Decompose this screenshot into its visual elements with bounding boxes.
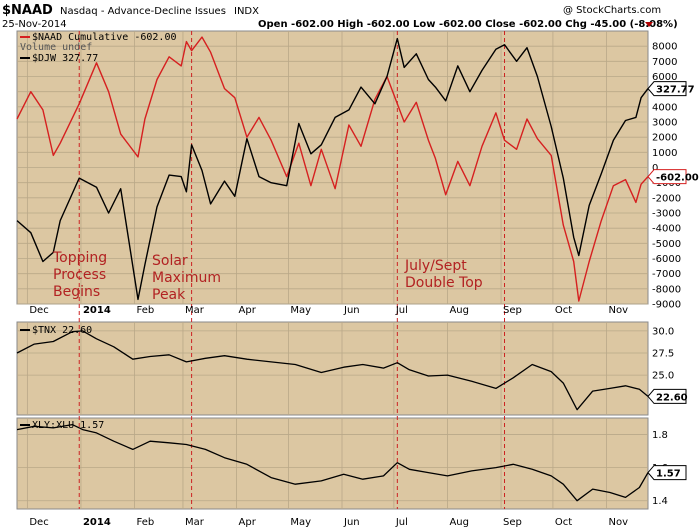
xtick-0-6: Jun: [343, 305, 360, 316]
ytick-mid-2: 25.0: [652, 371, 674, 382]
ytick-main-12: -4000: [652, 224, 681, 235]
last-naad-tag-box: [647, 169, 687, 185]
xtick-1-10: Oct: [555, 517, 572, 528]
last-tnx-tag-text: 22.60: [656, 392, 688, 403]
ytick-main-15: -7000: [652, 269, 681, 280]
xtick-1-11: Nov: [609, 517, 629, 528]
series-naad-line: [16, 36, 649, 302]
symbol-title: $NAAD: [2, 3, 53, 18]
xtick-0-2: Feb: [137, 305, 155, 316]
legend-djw: $DJW 327.77: [32, 53, 98, 64]
xtick-0-5: May: [290, 305, 311, 316]
ytick-main-11: -3000: [652, 209, 681, 220]
watermark: @ StockCharts.com: [563, 5, 661, 16]
ytick-main-13: -5000: [652, 239, 681, 250]
ytick-main-7: 1000: [652, 148, 677, 159]
xtick-1-7: Jul: [395, 517, 408, 528]
ytick-bot-2: 1.4: [652, 496, 668, 507]
ytick-main-0: 8000: [652, 42, 677, 53]
ytick-main-4: 4000: [652, 102, 677, 113]
annotation-topping-line3: Begins: [53, 284, 100, 300]
ytick-main-17: -9000: [652, 300, 681, 311]
ohlc-readout: Open -602.00 High -602.00 Low -602.00 Cl…: [258, 19, 678, 30]
last-tnx-tag: 22.60: [647, 388, 688, 404]
ytick-main-6: 2000: [652, 133, 677, 144]
xtick-1-4: Apr: [239, 517, 257, 528]
middle-legend: $TNX 22.60: [20, 325, 92, 336]
ytick-main-16: -8000: [652, 284, 681, 295]
legend-xly: XLY:XLU 1.57: [32, 420, 104, 431]
annotation-solar-line2: Maximum: [152, 270, 221, 286]
ytick-main-8: 0: [652, 163, 658, 174]
xtick-0-8: Aug: [449, 305, 469, 316]
last-djw-tag-box: [647, 81, 687, 97]
legend-tnx: $TNX 22.60: [32, 325, 92, 336]
ytick-main-1: 7000: [652, 57, 677, 68]
annotation-solar-line1: Solar: [152, 253, 188, 269]
xtick-0-10: Oct: [555, 305, 572, 316]
xtick-1-3: Mar: [185, 517, 205, 528]
xtick-1-0: Dec: [29, 517, 48, 528]
annotation-double-top-line2: Double Top: [405, 275, 483, 291]
last-djw-tag-text: 327.77: [656, 85, 695, 96]
series-djw-line: [16, 37, 649, 301]
annotation-double-top: July/Sept Double Top: [404, 258, 483, 291]
xtick-1-9: Sep: [503, 517, 522, 528]
date-label: 25-Nov-2014: [2, 19, 67, 30]
grid-lines: [17, 31, 648, 509]
main-legend: $NAAD Cumulative -602.00 Volume undef $D…: [20, 32, 177, 64]
xtick-0-7: Jul: [395, 305, 408, 316]
last-naad-tag-text: -602.00: [656, 173, 699, 184]
ytick-main-14: -6000: [652, 254, 681, 265]
xtick-1-2: Feb: [137, 517, 155, 528]
series-lines: [16, 36, 649, 502]
xtick-0-4: Apr: [239, 305, 257, 316]
y-axis-labels: 800070006000500040003000200010000-1000-2…: [647, 42, 699, 507]
ytick-bot-0: 1.8: [652, 430, 668, 441]
series-xly-xlu-line: [16, 423, 649, 502]
legend-volume: Volume undef: [20, 42, 92, 53]
vertical-markers: [78, 31, 506, 509]
xtick-0-11: Nov: [609, 305, 629, 316]
last-naad-tag: -602.00: [647, 169, 699, 185]
ytick-main-2: 6000: [652, 72, 677, 83]
bottom-legend: XLY:XLU 1.57: [20, 420, 104, 431]
xtick-0-0: Dec: [29, 305, 48, 316]
annotation-solar: Solar Maximum Peak: [152, 253, 225, 303]
ytick-mid-1: 27.5: [652, 349, 674, 360]
x-axis-labels: Dec 2014 Feb Mar Apr May Jun Jul Aug Sep Oct Nov Dec…: [29, 305, 628, 528]
last-tnx-tag-box: [647, 388, 687, 404]
series-tnx-line: [16, 330, 649, 411]
xtick-1-8: Aug: [449, 517, 469, 528]
legend-naad: $NAAD Cumulative -602.00: [32, 32, 177, 43]
xtick-0-3: Mar: [185, 305, 205, 316]
last-xly-tag: 1.57: [647, 465, 687, 481]
xtick-1-6: Jun: [343, 517, 360, 528]
ytick-main-5: 3000: [652, 118, 677, 129]
ytick-main-10: -2000: [652, 193, 681, 204]
xtick-1-1: 2014: [83, 517, 111, 528]
ytick-mid-0: 30.0: [652, 326, 674, 337]
annotation-topping-line2: Process: [53, 267, 106, 283]
last-djw-tag: 327.77: [647, 81, 695, 97]
exchange-label: INDX: [234, 6, 259, 17]
annotations: Topping Process Begins Solar Maximum Pea…: [52, 250, 483, 303]
last-xly-tag-box: [647, 465, 687, 481]
panel-bg-1: [16, 321, 649, 416]
annotation-topping-line1: Topping: [52, 250, 107, 266]
panel-bg-2: [16, 417, 649, 510]
security-name: Nasdaq - Advance-Decline Issues: [60, 6, 226, 17]
down-arrow-icon: [645, 22, 653, 27]
xtick-0-1: 2014: [83, 305, 111, 316]
annotation-solar-line3: Peak: [152, 287, 186, 303]
annotation-topping: Topping Process Begins: [52, 250, 112, 300]
xtick-0-9: Sep: [503, 305, 522, 316]
xtick-1-5: May: [290, 517, 311, 528]
last-xly-tag-text: 1.57: [656, 469, 681, 480]
annotation-double-top-line1: July/Sept: [404, 258, 467, 274]
